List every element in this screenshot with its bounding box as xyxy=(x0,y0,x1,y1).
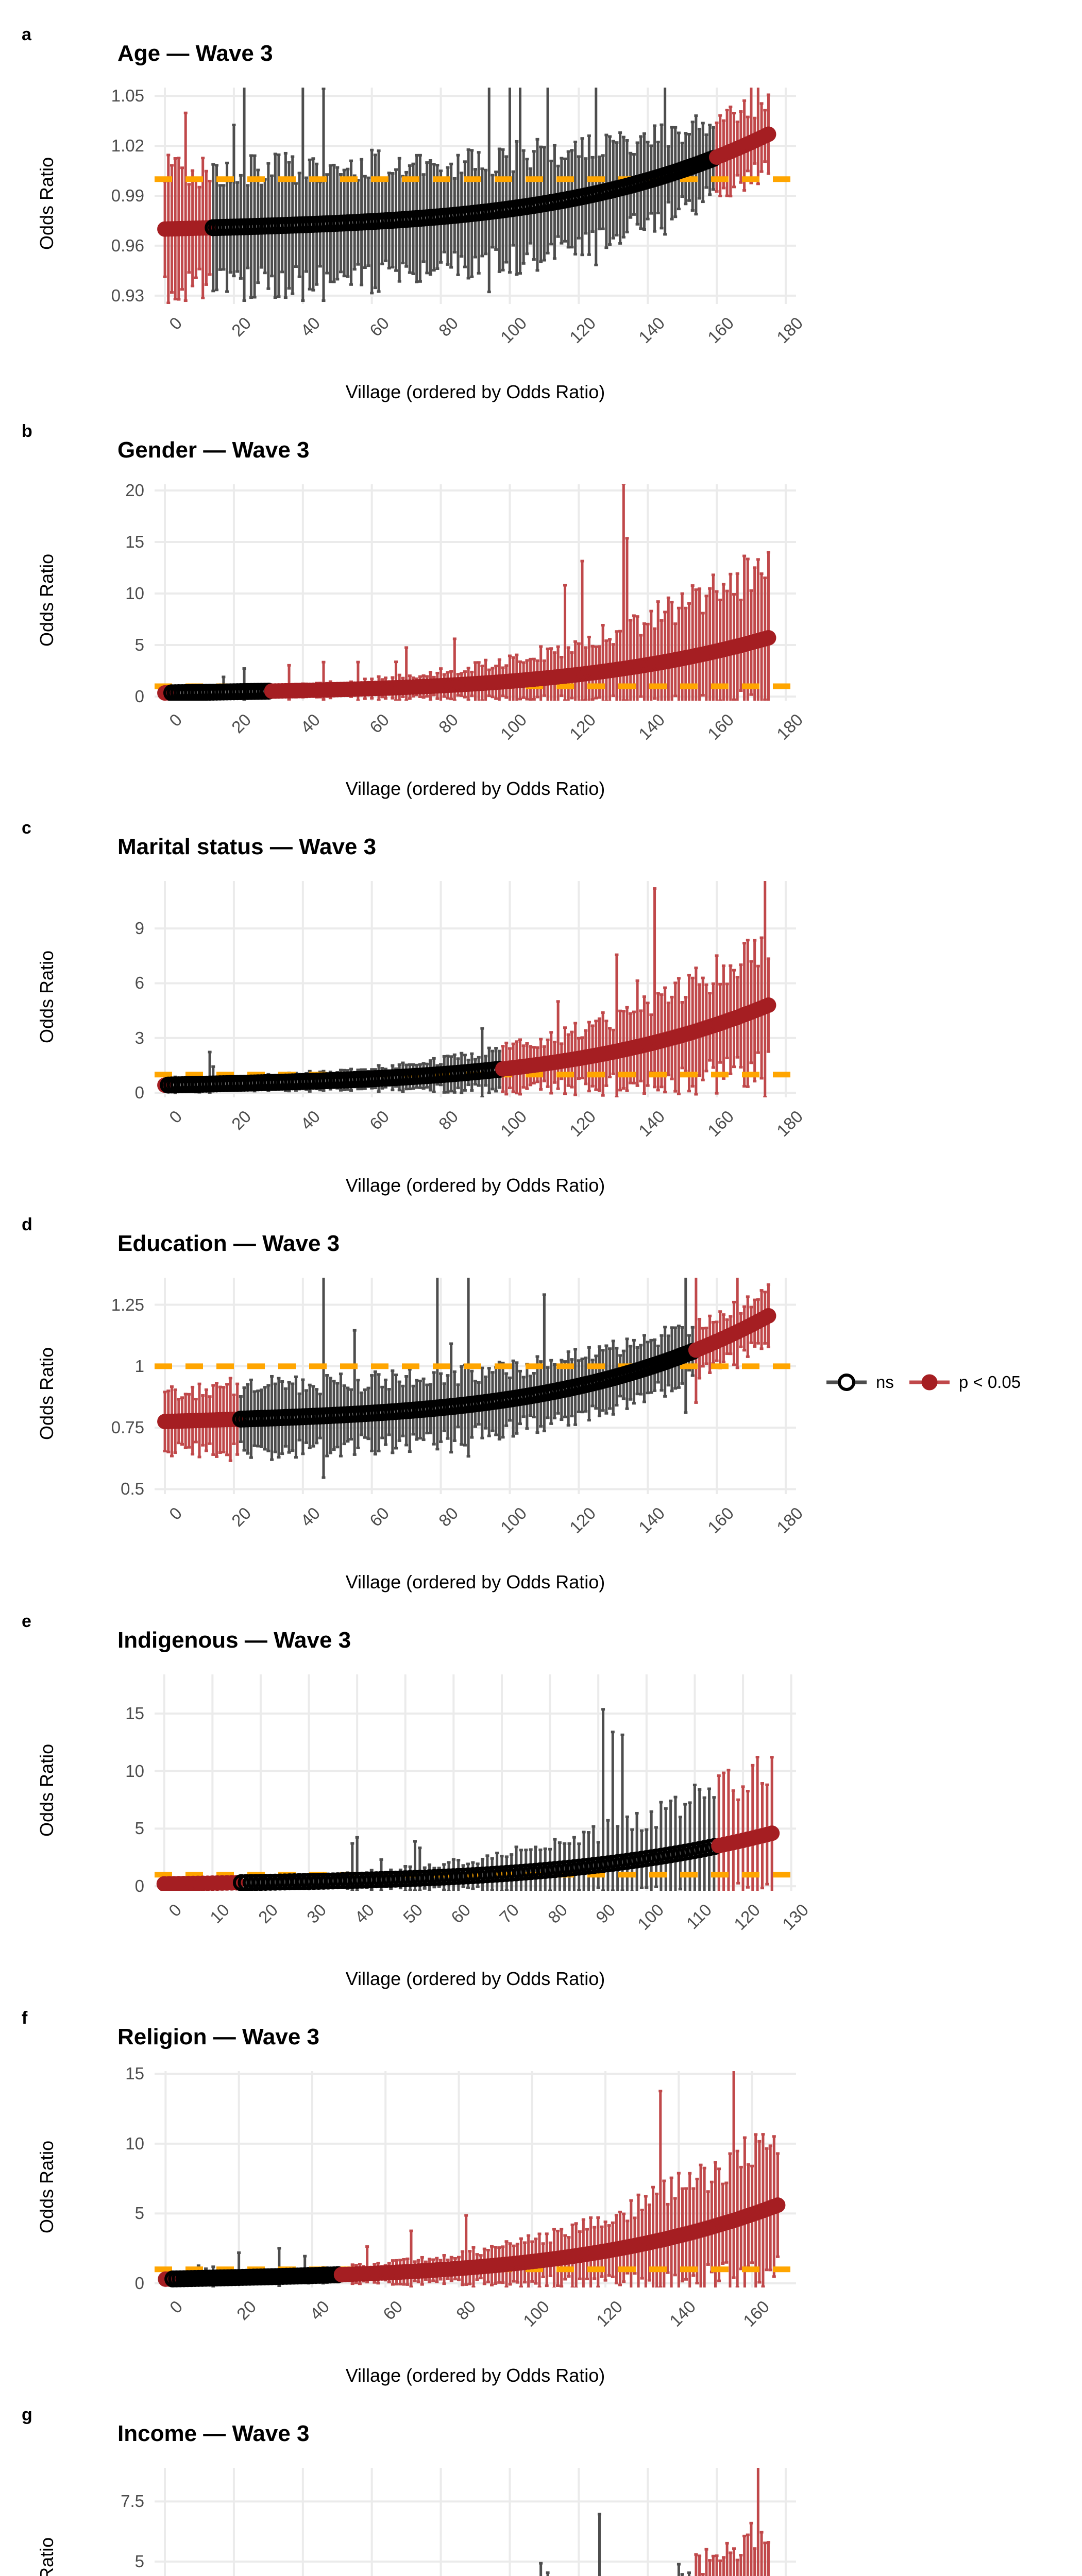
plot-area-f xyxy=(155,2071,796,2287)
y-tick-label: 0 xyxy=(134,2273,144,2293)
y-tick-label: 5 xyxy=(134,2204,144,2223)
odds-ratio-points xyxy=(158,2197,786,2287)
x-axis-label: Village (ordered by Odds Ratio) xyxy=(345,1175,605,1196)
panel-b: b Gender — Wave 3 Odds Ratio Village (order… xyxy=(0,412,1082,809)
plot-area-d xyxy=(155,1278,796,1494)
y-axis-label: Odds Ratio xyxy=(36,2140,57,2233)
y-axis-label: Odds Ratio xyxy=(36,157,57,250)
panel-tag-f: f xyxy=(22,2008,28,2028)
y-axis-label: Odds Ratio xyxy=(36,950,57,1043)
plot-area-a xyxy=(155,88,796,304)
y-tick-label: 7.5 xyxy=(121,2492,144,2511)
y-tick-label: 20 xyxy=(125,481,144,500)
plot-area-c xyxy=(155,881,796,1097)
panel-title-c: Marital status — Wave 3 xyxy=(117,834,377,859)
panel-tag-g: g xyxy=(22,2405,32,2425)
legend: ns p < 0.05 xyxy=(824,1370,1021,1394)
panel-title-f: Religion — Wave 3 xyxy=(117,2024,320,2049)
y-tick-label: 9 xyxy=(134,919,144,938)
y-tick-label: 0.5 xyxy=(121,1479,144,1499)
plot-area-b xyxy=(155,484,796,701)
panel-a: a Age — Wave 3 Odds Ratio Village (ordered … xyxy=(0,15,1082,412)
panel-tag-e: e xyxy=(22,1612,31,1631)
x-axis-label: Village (ordered by Odds Ratio) xyxy=(345,381,605,402)
error-bars xyxy=(163,88,770,304)
y-tick-label: 1.25 xyxy=(111,1295,144,1314)
x-axis-label: Village (ordered by Odds Ratio) xyxy=(345,2365,605,2386)
y-tick-label: 5 xyxy=(134,1819,144,1838)
y-tick-label: 0.96 xyxy=(111,235,144,255)
gridlines xyxy=(155,2468,796,2576)
y-tick-label: 15 xyxy=(125,2064,144,2083)
y-tick-label: 10 xyxy=(125,2133,144,2153)
x-axis-label: Village (ordered by Odds Ratio) xyxy=(345,778,605,799)
panel-tag-c: c xyxy=(22,818,31,838)
y-axis-label: Odds Ratio xyxy=(36,553,57,647)
y-tick-label: 6 xyxy=(134,973,144,993)
panel-tag-d: d xyxy=(22,1215,32,1234)
legend-item-ns: ns xyxy=(824,1370,894,1394)
panel-e: e Indigenous — Wave 3 Odds Ratio Village (o… xyxy=(0,1602,1082,1999)
y-tick-label: 5 xyxy=(134,2552,144,2571)
panel-title-g: Income — Wave 3 xyxy=(117,2421,310,2446)
legend-label: ns xyxy=(876,1372,894,1392)
panel-title-a: Age — Wave 3 xyxy=(117,41,273,66)
odds-ratio-points xyxy=(157,126,776,237)
y-tick-label: 3 xyxy=(134,1028,144,1047)
panel-f: f Religion — Wave 3 Odds Ratio Village (ord… xyxy=(0,1999,1082,2396)
panel-title-d: Education — Wave 3 xyxy=(117,1231,340,1256)
plot-area-g xyxy=(155,2468,796,2576)
panel-tag-b: b xyxy=(22,421,32,441)
y-tick-label: 10 xyxy=(125,1761,144,1781)
y-tick-label: 0 xyxy=(134,687,144,706)
panel-c: c Marital status — Wave 3 Odds Ratio Villag… xyxy=(0,809,1082,1206)
open-circle-icon xyxy=(826,1374,867,1391)
panel-title-e: Indigenous — Wave 3 xyxy=(117,1628,351,1653)
odds-ratio-points xyxy=(157,997,776,1094)
y-axis-label: Odds Ratio xyxy=(36,1347,57,1440)
y-tick-label: 0.93 xyxy=(111,285,144,305)
panel-title-b: Gender — Wave 3 xyxy=(117,437,310,463)
x-axis-label: Village (ordered by Odds Ratio) xyxy=(345,1968,605,1989)
odds-ratio-points xyxy=(157,1308,776,1430)
filled-circle-icon xyxy=(909,1374,950,1391)
y-tick-label: 0.75 xyxy=(111,1418,144,1437)
y-tick-label: 15 xyxy=(125,1703,144,1723)
gridlines xyxy=(155,1278,796,1494)
y-tick-label: 15 xyxy=(125,532,144,551)
y-tick-label: 1 xyxy=(134,1356,144,1376)
y-tick-label: 1.05 xyxy=(111,86,144,106)
y-tick-label: 5 xyxy=(134,635,144,654)
plot-area-e xyxy=(155,1674,796,1891)
y-tick-label: 10 xyxy=(125,584,144,603)
y-tick-label: 1.02 xyxy=(111,136,144,156)
legend-item-significant: p < 0.05 xyxy=(907,1370,1021,1394)
y-tick-label: 0 xyxy=(134,1083,144,1103)
y-axis-label: Odds Ratio xyxy=(36,2537,58,2576)
panel-tag-a: a xyxy=(22,25,31,44)
y-tick-label: 0 xyxy=(134,1876,144,1896)
legend-label: p < 0.05 xyxy=(958,1372,1021,1392)
panel-d: d Education — Wave 3 Odds Ratio Village (or… xyxy=(0,1206,1082,1602)
odds-ratio-points xyxy=(157,630,776,701)
y-axis-label: Odds Ratio xyxy=(36,1743,57,1837)
x-axis-label: Village (ordered by Odds Ratio) xyxy=(345,1571,605,1592)
gridlines xyxy=(155,881,796,1097)
y-tick-label: 0.99 xyxy=(111,186,144,205)
odds-ratio-points xyxy=(156,1825,780,1891)
